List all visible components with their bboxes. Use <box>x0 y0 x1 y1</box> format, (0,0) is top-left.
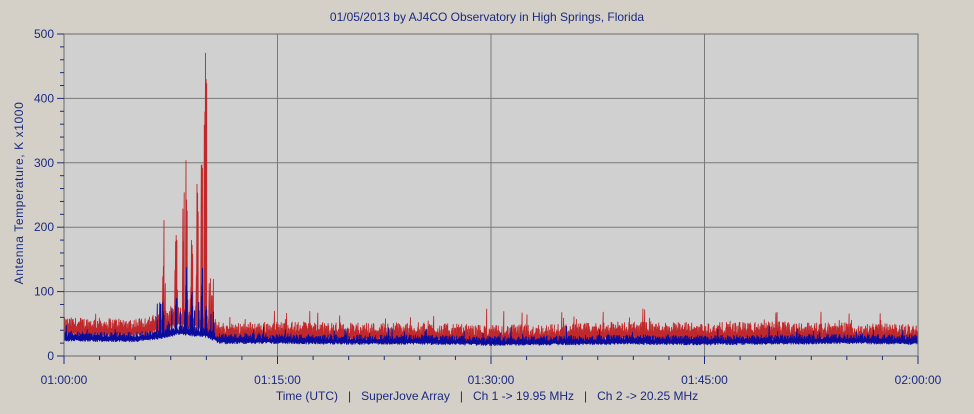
axes: 0 100 200 300 400 500 01:00:00 01:15:00 01:30:00… <box>34 27 942 387</box>
series-line-1 <box>63 52 919 345</box>
y-tick-label: 300 <box>34 156 54 170</box>
x-tick-label: 01:15:00 <box>254 373 301 387</box>
y-tick-label: 0 <box>47 349 54 363</box>
x-tick-label: 01:30:00 <box>468 373 515 387</box>
series-line-2 <box>63 266 919 347</box>
y-tick-label: 400 <box>34 91 54 105</box>
x-axis-label: Time (UTC) | SuperJove Array | Ch 1 -> 1… <box>275 389 699 403</box>
x-tick-label: 02:00:00 <box>895 373 942 387</box>
series-layer <box>63 52 919 347</box>
y-tick-label: 500 <box>34 27 54 41</box>
y-tick-label: 200 <box>34 220 54 234</box>
chart-title: 01/05/2013 by AJ4CO Observatory in High … <box>329 10 645 24</box>
x-tick-label: 01:45:00 <box>681 373 728 387</box>
x-tick-label: 01:00:00 <box>41 373 88 387</box>
y-tick-label: 100 <box>34 285 54 299</box>
